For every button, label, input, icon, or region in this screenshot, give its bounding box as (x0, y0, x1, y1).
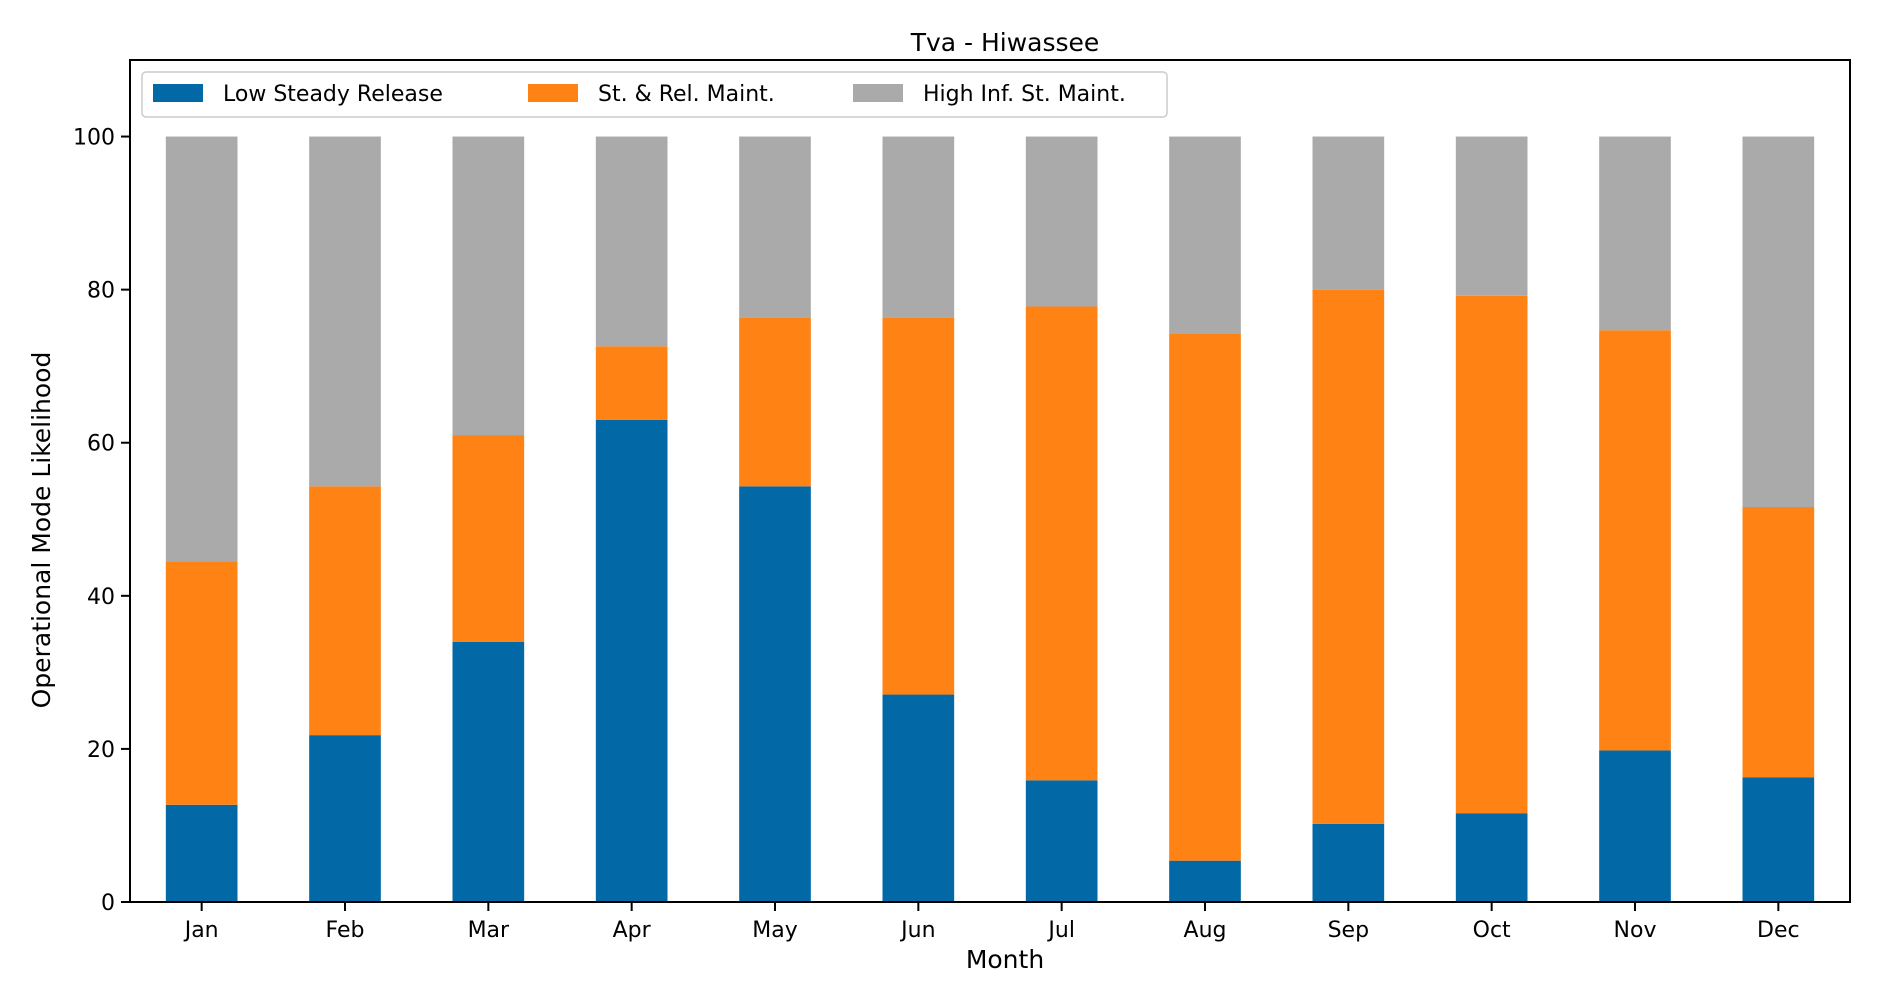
legend-label: Low Steady Release (223, 82, 443, 107)
x-tick-label: Jan (183, 918, 219, 943)
bar-dec-series-2 (1742, 136, 1815, 508)
bar-oct-series-2 (1455, 136, 1528, 296)
x-tick-label: Apr (613, 918, 652, 943)
y-axis-label: Operational Mode Likelihood (27, 352, 56, 709)
x-tick-label: Mar (468, 918, 510, 943)
bar-jun-series-0 (882, 694, 955, 902)
bar-dec-series-0 (1742, 777, 1815, 902)
bar-aug-series-0 (1169, 860, 1241, 902)
bar-may-series-1 (739, 317, 811, 487)
chart-title: Tva - Hiwassee (910, 28, 1100, 57)
y-tick-label: 60 (87, 432, 115, 457)
bar-jun-series-2 (882, 136, 955, 318)
x-tick-label: Dec (1757, 918, 1800, 943)
bar-feb-series-2 (309, 136, 381, 487)
bar-nov-series-0 (1599, 750, 1671, 902)
bar-jun-series-1 (882, 317, 955, 695)
bar-apr-series-1 (595, 346, 668, 420)
bar-jan-series-2 (165, 136, 238, 562)
x-tick-label: Feb (326, 918, 365, 943)
bar-feb-series-0 (309, 735, 381, 902)
y-tick-label: 80 (87, 279, 115, 304)
bar-nov-series-2 (1599, 136, 1671, 331)
x-tick-label: Aug (1184, 918, 1227, 943)
legend-label: St. & Rel. Maint. (598, 82, 775, 107)
bar-aug-series-2 (1169, 136, 1241, 334)
bar-jan-series-0 (165, 804, 238, 902)
bar-apr-series-2 (595, 136, 668, 347)
x-tick-label: May (752, 918, 797, 943)
bar-jan-series-1 (165, 561, 238, 805)
bar-mar-series-0 (452, 641, 525, 902)
bar-mar-series-2 (452, 136, 525, 436)
y-tick-label: 100 (73, 126, 115, 151)
bar-aug-series-1 (1169, 333, 1241, 861)
y-axis: 0 20 40 60 80 100 (73, 126, 130, 916)
bar-sep-series-1 (1312, 289, 1385, 824)
x-tick-label: Jul (1046, 918, 1075, 943)
bar-nov-series-1 (1599, 330, 1671, 751)
y-tick-label: 40 (87, 585, 115, 610)
bar-dec-series-1 (1742, 507, 1815, 778)
bar-may-series-0 (739, 486, 811, 902)
legend-swatch (153, 84, 203, 102)
y-tick-label: 0 (101, 891, 115, 916)
bar-jul-series-1 (1025, 306, 1098, 781)
bar-feb-series-1 (309, 486, 381, 736)
bar-jul-series-0 (1025, 780, 1098, 902)
x-axis-label: Month (966, 945, 1044, 974)
legend-swatch (528, 84, 578, 102)
legend-swatch (853, 84, 903, 102)
bars-group (165, 136, 1815, 902)
x-axis: Jan Feb Mar Apr May Jun Jul Aug Sep Oct Nov Dec (183, 902, 1800, 943)
legend: Low Steady Release St. & Rel. Maint. High … (141, 71, 1168, 118)
bar-mar-series-1 (452, 435, 525, 642)
legend-box (141, 71, 1168, 118)
bar-may-series-2 (739, 136, 811, 318)
bar-sep-series-2 (1312, 136, 1385, 290)
y-tick-label: 20 (87, 738, 115, 763)
x-tick-label: Jun (899, 918, 935, 943)
bar-jul-series-2 (1025, 136, 1098, 307)
plot-frame (129, 59, 1851, 903)
x-tick-label: Sep (1328, 918, 1369, 943)
bar-oct-series-0 (1455, 813, 1528, 902)
bar-sep-series-0 (1312, 823, 1385, 902)
bar-apr-series-0 (595, 419, 668, 902)
legend-label: High Inf. St. Maint. (923, 82, 1126, 107)
x-tick-label: Oct (1473, 918, 1511, 943)
bar-oct-series-1 (1455, 295, 1528, 814)
x-tick-label: Nov (1614, 918, 1657, 943)
